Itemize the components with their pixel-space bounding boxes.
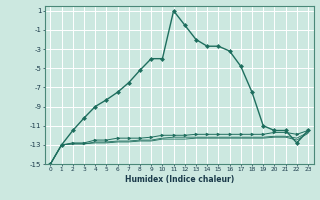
X-axis label: Humidex (Indice chaleur): Humidex (Indice chaleur) <box>124 175 234 184</box>
